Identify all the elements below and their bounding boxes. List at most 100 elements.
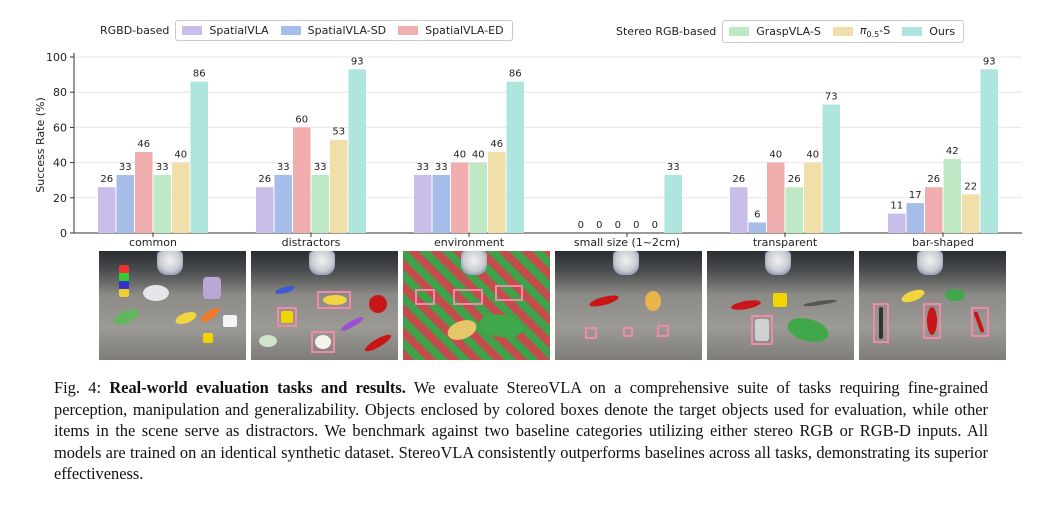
bar — [730, 187, 748, 233]
stacked-blocks — [119, 265, 129, 297]
data-label: 33 — [119, 162, 132, 173]
legend-label-pi05-s: π0.5-S — [860, 24, 890, 39]
data-label: 26 — [788, 174, 801, 185]
legend-stereo: Stereo RGB-based GraspVLA-S π0.5-S Ours — [616, 20, 965, 44]
corn — [444, 316, 480, 344]
legend-swatch-graspvla-s — [729, 27, 750, 37]
target-box — [971, 307, 989, 337]
bar — [962, 194, 980, 233]
data-label: 0 — [596, 220, 602, 231]
legend-item-ours: Ours — [902, 25, 955, 38]
photo-distractors — [251, 251, 398, 360]
y-tick-label: 0 — [60, 227, 67, 240]
legend-label-pi-suffix: -S — [879, 24, 891, 37]
legend-swatch-spatialvla-ed — [398, 26, 419, 35]
data-label: 33 — [667, 162, 680, 173]
data-label: 26 — [732, 174, 745, 185]
bar — [311, 174, 329, 233]
toy-dino — [945, 289, 965, 301]
data-label: 86 — [193, 69, 206, 80]
data-label: 0 — [615, 220, 621, 231]
legend-rgbd: RGBD-based SpatialVLA SpatialVLA-SD Spat… — [100, 20, 513, 41]
stick — [802, 298, 838, 308]
mug — [259, 335, 277, 347]
legend-label-spatialvla-sd: SpatialVLA-SD — [307, 24, 387, 37]
x-tick-label: distractors — [282, 236, 341, 249]
bar — [153, 174, 171, 233]
data-label: 60 — [295, 114, 308, 125]
y-tick-label: 40 — [53, 157, 67, 170]
robot-arm — [461, 251, 487, 275]
toy-dino — [111, 306, 141, 328]
legend-label-graspvla-s: GraspVLA-S — [756, 25, 821, 39]
purple-stick — [339, 314, 365, 334]
data-label: 40 — [806, 150, 819, 161]
brush — [879, 307, 883, 339]
cup-stack — [203, 277, 221, 299]
bar — [785, 187, 803, 233]
robot-arm — [917, 251, 943, 275]
legend-item-graspvla-s: GraspVLA-S — [729, 25, 821, 38]
x-tick-label: environment — [434, 236, 505, 249]
bar — [767, 162, 785, 233]
data-label: 53 — [332, 127, 345, 138]
bar — [469, 162, 487, 233]
caption-title: Real-world evaluation tasks and results. — [109, 378, 406, 397]
transparent-cup — [755, 319, 769, 341]
legend-item-spatialvla: SpatialVLA — [182, 24, 269, 37]
banana — [173, 309, 199, 327]
bar — [451, 162, 469, 233]
data-label: 33 — [156, 162, 169, 173]
chili — [730, 298, 762, 312]
y-tick-label: 80 — [53, 86, 67, 99]
yellow-cube — [773, 293, 787, 307]
robot-arm — [613, 251, 639, 275]
target-box — [623, 327, 633, 337]
target-box — [923, 303, 941, 339]
data-label: 0 — [652, 220, 658, 231]
apple — [369, 295, 387, 313]
bar — [98, 187, 116, 233]
legend-label-pi: π — [859, 24, 867, 37]
legend-box-rgbd: SpatialVLA SpatialVLA-SD SpatialVLA-ED — [175, 20, 513, 41]
marker — [274, 284, 296, 296]
legend-label-ours: Ours — [929, 25, 956, 39]
legend-swatch-ours — [902, 27, 923, 37]
bar — [506, 81, 524, 233]
x-tick-label: common — [129, 236, 177, 249]
banana — [323, 295, 347, 305]
bar — [172, 162, 190, 233]
photo-small-size — [555, 251, 702, 360]
cup — [315, 335, 331, 349]
toy-dino — [477, 311, 525, 341]
data-label: 0 — [633, 220, 639, 231]
photo-bar-shaped — [859, 251, 1006, 360]
bar — [943, 159, 961, 233]
robot-arm — [309, 251, 335, 275]
data-label: 40 — [174, 150, 187, 161]
x-tick-label: bar-shaped — [912, 236, 974, 249]
data-label: 33 — [277, 162, 290, 173]
bar — [888, 213, 906, 233]
robot-arm — [157, 251, 183, 275]
bar — [822, 104, 840, 234]
bar — [980, 69, 998, 233]
figure-caption: Fig. 4: Real-world evaluation tasks and … — [54, 377, 988, 485]
croissant — [645, 291, 661, 311]
data-label: 40 — [453, 150, 466, 161]
data-label: 33 — [416, 162, 429, 173]
legend-group-title-stereo: Stereo RGB-based — [616, 25, 717, 39]
legend-label-spatialvla-ed: SpatialVLA-ED — [425, 24, 504, 37]
robot-arm — [765, 251, 791, 275]
legend-swatch-spatialvla — [182, 26, 203, 35]
bar — [256, 187, 274, 233]
target-box — [585, 327, 597, 339]
x-tick-label: small size (1~2cm) — [574, 236, 680, 249]
target-box — [657, 325, 669, 337]
bar — [925, 187, 943, 233]
legend-group-title-rgbd: RGBD-based — [100, 24, 170, 37]
data-label: 26 — [258, 174, 271, 185]
data-label: 11 — [890, 201, 903, 212]
data-label: 26 — [100, 174, 113, 185]
